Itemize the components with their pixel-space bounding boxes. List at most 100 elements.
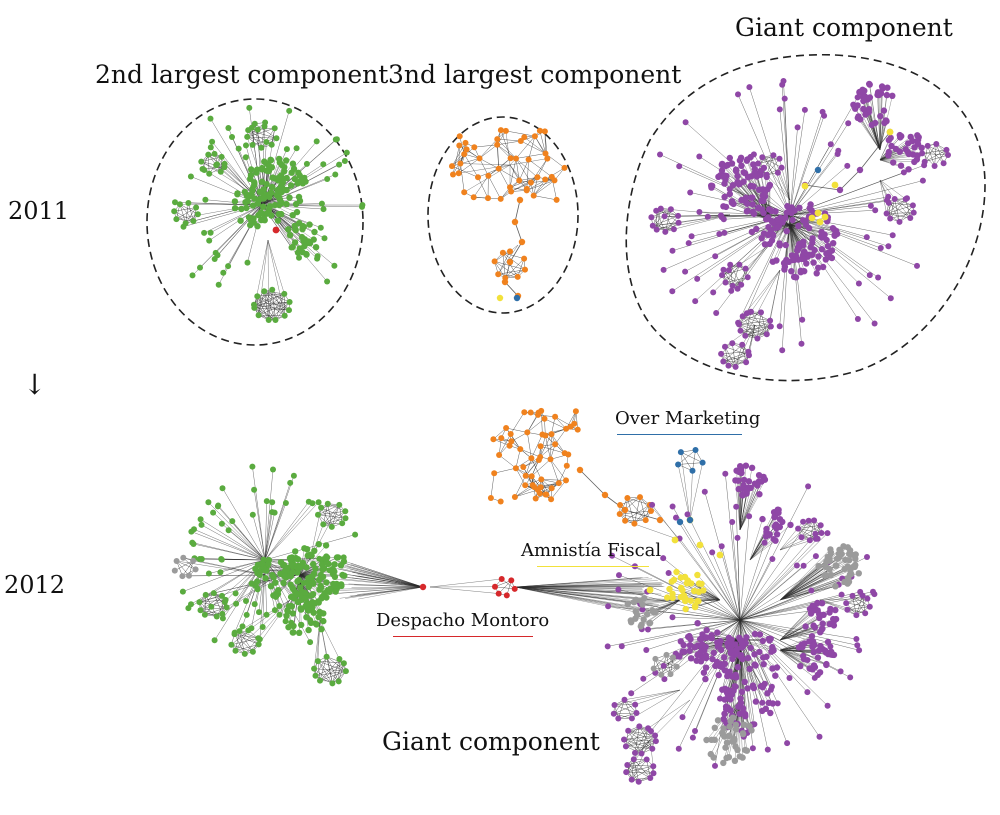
node xyxy=(728,646,735,654)
edge xyxy=(497,144,517,159)
node xyxy=(283,200,290,208)
edge xyxy=(924,154,949,163)
node xyxy=(270,466,276,473)
edge xyxy=(515,458,532,469)
node xyxy=(251,486,258,493)
node xyxy=(940,160,947,167)
edge xyxy=(779,552,832,601)
node xyxy=(517,446,524,453)
edge xyxy=(739,479,766,531)
node xyxy=(776,523,783,531)
node xyxy=(644,610,651,618)
node xyxy=(815,562,822,570)
node xyxy=(880,107,888,114)
node xyxy=(732,641,739,648)
edge xyxy=(174,207,197,212)
node xyxy=(945,152,951,158)
edge xyxy=(545,435,551,460)
edge xyxy=(540,482,559,488)
edge xyxy=(474,144,498,148)
edge xyxy=(528,159,552,178)
edge xyxy=(779,629,822,641)
edge xyxy=(321,504,340,508)
edge xyxy=(518,159,529,181)
node xyxy=(631,520,638,527)
edge xyxy=(275,301,290,321)
node xyxy=(548,431,555,438)
node xyxy=(340,558,348,565)
node xyxy=(815,253,822,260)
edge xyxy=(789,150,839,216)
node xyxy=(767,323,774,330)
node xyxy=(317,677,323,684)
node xyxy=(471,144,478,151)
node xyxy=(251,182,258,189)
node xyxy=(778,164,785,171)
node xyxy=(866,94,874,101)
node xyxy=(743,747,751,754)
edge xyxy=(779,649,815,668)
edge xyxy=(331,504,340,527)
edge xyxy=(695,599,721,606)
edge xyxy=(541,479,552,500)
node xyxy=(708,184,715,191)
edge xyxy=(344,566,424,588)
node xyxy=(692,298,699,305)
edge xyxy=(801,525,821,538)
node xyxy=(205,151,212,158)
node xyxy=(760,209,767,217)
node xyxy=(251,120,258,127)
node xyxy=(789,256,796,264)
edge xyxy=(879,88,883,151)
edge xyxy=(565,411,577,429)
edge xyxy=(646,619,741,651)
label-year-2011: 2011 xyxy=(8,197,70,225)
node xyxy=(267,156,274,163)
node xyxy=(646,586,654,594)
node xyxy=(259,624,266,630)
edge xyxy=(656,210,679,217)
node xyxy=(524,429,531,436)
edge xyxy=(533,195,557,201)
node xyxy=(824,530,831,537)
edge xyxy=(515,449,521,469)
node xyxy=(669,614,676,621)
edge xyxy=(267,239,285,316)
node xyxy=(931,163,938,169)
node xyxy=(883,118,890,125)
edge xyxy=(847,609,866,614)
node xyxy=(897,162,905,169)
node xyxy=(797,662,804,670)
edge xyxy=(338,659,340,682)
node xyxy=(219,615,226,622)
node xyxy=(692,728,698,734)
node xyxy=(760,661,767,668)
node xyxy=(258,144,265,151)
edge xyxy=(846,602,870,607)
node xyxy=(219,592,225,599)
node xyxy=(281,572,289,580)
node xyxy=(322,542,330,549)
node xyxy=(669,247,676,254)
node xyxy=(816,218,824,226)
node xyxy=(321,590,328,597)
node xyxy=(197,607,204,614)
node xyxy=(749,682,757,689)
node xyxy=(800,652,807,660)
edge xyxy=(877,94,881,151)
node xyxy=(296,254,302,261)
edge xyxy=(613,713,632,719)
edge xyxy=(625,746,653,749)
node xyxy=(244,198,251,205)
edge xyxy=(317,511,346,515)
node xyxy=(632,608,639,615)
node xyxy=(334,554,342,561)
edge xyxy=(628,730,656,736)
node xyxy=(542,150,549,157)
edge xyxy=(927,145,949,156)
edge xyxy=(650,599,681,624)
node xyxy=(779,518,786,526)
node xyxy=(449,163,455,170)
node xyxy=(318,626,325,633)
node xyxy=(202,591,209,598)
